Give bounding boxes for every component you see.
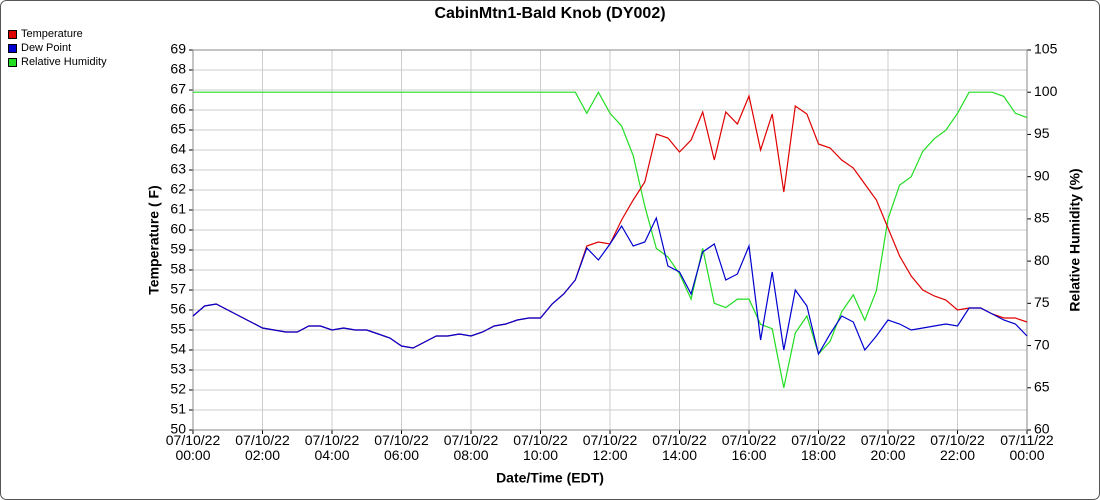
x-axis-title: Date/Time (EDT) bbox=[496, 470, 604, 486]
y2-tick-label: 70 bbox=[1034, 336, 1050, 352]
x-tick-label: 07/10/22 16:00 bbox=[721, 432, 777, 463]
y-tick-label: 56 bbox=[170, 301, 186, 317]
y-tick-label: 68 bbox=[170, 61, 186, 77]
y-tick-label: 69 bbox=[170, 41, 186, 57]
y2-tick-label: 85 bbox=[1034, 210, 1050, 226]
y2-tick-label: 90 bbox=[1034, 167, 1050, 183]
y2-tick-label: 75 bbox=[1034, 294, 1050, 310]
y-tick-label: 60 bbox=[170, 221, 186, 237]
y-tick-label: 50 bbox=[170, 421, 186, 437]
x-tick-label: 07/10/22 18:00 bbox=[791, 432, 846, 463]
x-tick-label: 07/10/22 14:00 bbox=[652, 432, 707, 463]
legend-label: Relative Humidity bbox=[21, 56, 107, 68]
y-tick-label: 64 bbox=[170, 141, 186, 157]
legend-swatch bbox=[8, 57, 17, 67]
x-tick-label: 07/10/22 00:00 bbox=[165, 432, 221, 463]
y-tick-label: 55 bbox=[170, 321, 186, 337]
y-tick-label: 58 bbox=[170, 261, 186, 277]
x-tick-label: 07/10/22 02:00 bbox=[235, 432, 290, 463]
y-tick-label: 59 bbox=[170, 241, 186, 257]
y2-tick-label: 105 bbox=[1034, 41, 1058, 57]
x-tick-label: 07/11/22 00:00 bbox=[1000, 432, 1054, 463]
series-line bbox=[192, 216, 1028, 356]
legend-entry: Relative Humidity bbox=[8, 56, 107, 68]
y-tick-label: 65 bbox=[170, 121, 186, 137]
legend-swatch bbox=[8, 29, 17, 39]
y-tick-label: 63 bbox=[170, 161, 186, 177]
x-tick-label: 07/10/22 12:00 bbox=[582, 432, 638, 463]
y-tick-label: 62 bbox=[170, 181, 186, 197]
y-tick-label: 54 bbox=[170, 341, 186, 357]
y2-axis-title: Relative Humidity (%) bbox=[1067, 168, 1083, 311]
legend-label: Dew Point bbox=[21, 42, 72, 54]
y2-tick-label: 80 bbox=[1034, 252, 1050, 268]
legend-label: Temperature bbox=[21, 28, 83, 40]
x-tick-label: 07/10/22 08:00 bbox=[443, 432, 499, 463]
legend-entry: Dew Point bbox=[8, 42, 71, 54]
y-tick-label: 57 bbox=[170, 281, 186, 297]
x-tick-label: 07/10/22 10:00 bbox=[513, 432, 568, 463]
y-tick-label: 51 bbox=[170, 401, 186, 417]
y-tick-label: 53 bbox=[170, 361, 186, 377]
x-tick-label: 07/10/22 04:00 bbox=[304, 432, 360, 463]
x-tick-label: 07/10/22 22:00 bbox=[930, 432, 985, 463]
y2-tick-label: 100 bbox=[1034, 83, 1058, 99]
y2-tick-label: 60 bbox=[1034, 421, 1050, 437]
chart-title: CabinMtn1-Bald Knob (DY002) bbox=[434, 5, 665, 22]
y-tick-label: 61 bbox=[170, 201, 186, 217]
series-line bbox=[193, 90, 1028, 388]
y-tick-label: 52 bbox=[170, 381, 186, 397]
legend-entry: Temperature bbox=[8, 28, 83, 40]
plot-border bbox=[192, 49, 1028, 431]
y-tick-label: 67 bbox=[170, 81, 186, 97]
legend-swatch bbox=[8, 43, 17, 53]
x-tick-label: 07/10/22 20:00 bbox=[860, 432, 916, 463]
y2-tick-label: 65 bbox=[1034, 378, 1050, 394]
y-tick-label: 66 bbox=[170, 101, 186, 117]
x-tick-label: 07/10/22 06:00 bbox=[374, 432, 429, 463]
y-axis-title: Temperature ( F) bbox=[146, 185, 162, 294]
y2-tick-label: 95 bbox=[1034, 125, 1050, 141]
